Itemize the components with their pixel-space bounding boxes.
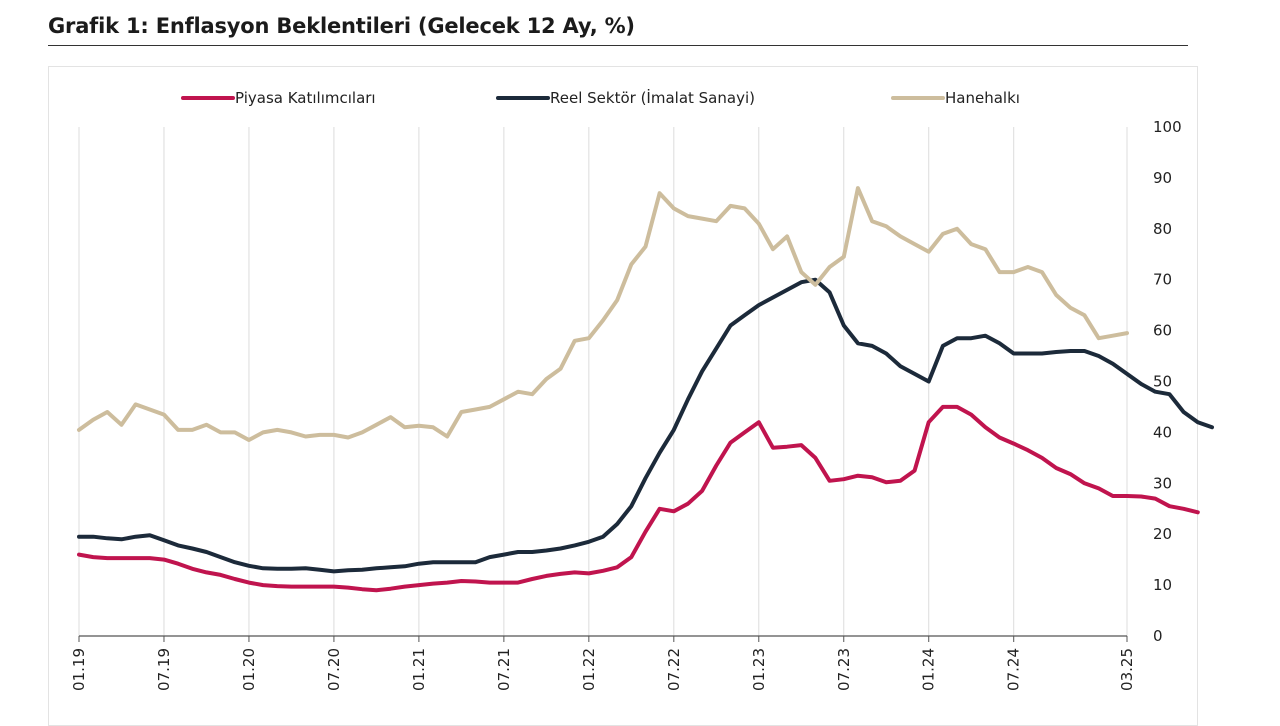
y-tick-label: 50 <box>1153 373 1172 391</box>
x-tick-label: 07.21 <box>495 648 513 691</box>
y-tick-label: 100 <box>1153 118 1182 136</box>
y-tick-label: 90 <box>1153 169 1172 187</box>
x-tick-label: 01.19 <box>70 648 88 691</box>
series-line-2 <box>77 277 1214 574</box>
x-tick-label: 01.24 <box>920 648 938 691</box>
chart-title: Grafik 1: Enflasyon Beklentileri (Gelece… <box>48 14 635 38</box>
x-tick-label: 01.20 <box>240 648 258 691</box>
x-tick-label: 07.19 <box>155 648 173 691</box>
legend: Piyasa Katılımcıları Reel Sektör (İmalat … <box>181 88 1020 107</box>
x-tick-label: 01.21 <box>410 648 428 691</box>
x-tick-label: 07.23 <box>835 648 853 691</box>
grid-layer <box>78 127 1128 636</box>
series-line-1 <box>77 404 1200 593</box>
axis-layer: 01.19 07.19 01.20 07.20 01.21 07.21 01.22 07.22… <box>70 118 1182 691</box>
series-line-3 <box>77 186 1129 442</box>
x-tick-label: 01.22 <box>580 648 598 691</box>
y-tick-label: 20 <box>1153 525 1172 543</box>
x-tick-label: 07.22 <box>665 648 683 691</box>
y-tick-label: 80 <box>1153 220 1172 238</box>
x-tick-label: 07.24 <box>1005 648 1023 691</box>
x-tick-label: 07.20 <box>325 648 343 691</box>
series-layer <box>77 186 1214 593</box>
title-divider <box>48 45 1188 46</box>
y-tick-label: 10 <box>1153 576 1172 594</box>
legend-label: Hanehalkı <box>945 89 1020 107</box>
legend-label: Piyasa Katılımcıları <box>235 89 376 107</box>
y-tick-label: 60 <box>1153 322 1172 340</box>
x-tick-label: 01.23 <box>750 648 768 691</box>
x-tick-label: 03.25 <box>1118 648 1136 691</box>
y-tick-label: 30 <box>1153 474 1172 492</box>
legend-label: Reel Sektör (İmalat Sanayi) <box>550 88 755 107</box>
y-tick-label: 70 <box>1153 271 1172 289</box>
y-tick-label: 40 <box>1153 423 1172 441</box>
y-tick-label: 0 <box>1153 627 1163 645</box>
